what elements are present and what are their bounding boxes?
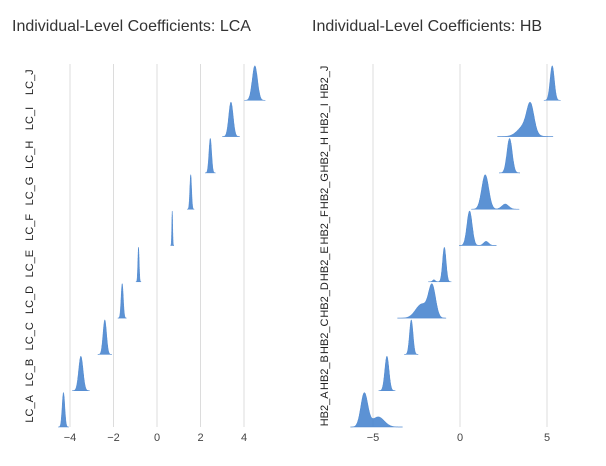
row-label: LC_A (24, 394, 36, 422)
density-ridge-LC_E (135, 246, 142, 283)
density-ridge-LC_G (187, 174, 195, 210)
density-ridge-LC_H (205, 138, 216, 174)
density-ridge-HB2_B (378, 355, 396, 391)
row-label: LC_J (24, 69, 36, 95)
density-ridge-HB2_J (543, 65, 561, 101)
density-ridge-HB2_G (471, 174, 520, 210)
lca-panel: −4 −2 0 2 4 LC_A LC_B LC_C LC_D LC_E LC_F LC_G LC_H L… (24, 64, 266, 444)
density-ridge-HB2_D (397, 283, 447, 319)
row-label: HB2_E (319, 246, 331, 281)
density-ridge-HB2_E (428, 247, 452, 283)
row-label: LC_C (24, 322, 36, 350)
density-ridge-LC_C (97, 319, 112, 355)
row-label: HB2_J (319, 66, 331, 99)
x-tick-label: 2 (197, 432, 203, 444)
row-label: LC_F (24, 214, 36, 241)
row-label: HB2_I (319, 103, 331, 134)
x-tick-label: −2 (107, 432, 120, 444)
density-ridge-HB2_A (350, 392, 403, 428)
row-label: HB2_F (319, 210, 331, 245)
density-ridge-HB2_F (459, 210, 497, 246)
density-ridge-LC_J (244, 65, 266, 101)
x-tick-label: −5 (367, 432, 380, 444)
row-label: LC_E (24, 250, 36, 278)
row-label: HB2_C (319, 318, 331, 354)
row-label: HB2_B (319, 355, 331, 390)
density-ridge-HB2_C (404, 319, 419, 355)
density-ridge-LC_D (117, 283, 127, 319)
x-tick-label: 5 (544, 432, 550, 444)
density-ridge-LC_F (170, 210, 175, 246)
row-label: LC_I (24, 107, 36, 130)
hb-panel: −5 0 5HB2_AHB2_BHB2_CHB2_DHB2_EHB2_FHB2_GH… (319, 64, 561, 444)
chart-title-lca: Individual-Level Coefficients: LCA (12, 18, 251, 35)
density-ridge-LC_B (72, 355, 90, 391)
density-ridge-LC_A (58, 392, 69, 428)
x-tick-label: 0 (154, 432, 160, 444)
x-tick-label: −4 (64, 432, 77, 444)
row-label: HB2_H (319, 137, 331, 173)
row-label: HB2_G (319, 173, 331, 209)
density-ridge-LC_I (222, 101, 240, 137)
x-tick-label: 4 (241, 432, 247, 444)
row-label: HB2_D (319, 282, 331, 318)
row-label: LC_G (24, 177, 36, 206)
density-ridge-HB2_H (499, 138, 520, 174)
row-label: LC_B (24, 359, 36, 387)
row-label: LC_H (24, 141, 36, 169)
chart-title-hb: Individual-Level Coefficients: HB (312, 18, 542, 35)
x-tick-label: 0 (457, 432, 463, 444)
row-label: HB2_A (319, 391, 331, 427)
density-ridge-HB2_I (497, 101, 554, 137)
row-label: LC_D (24, 286, 36, 314)
